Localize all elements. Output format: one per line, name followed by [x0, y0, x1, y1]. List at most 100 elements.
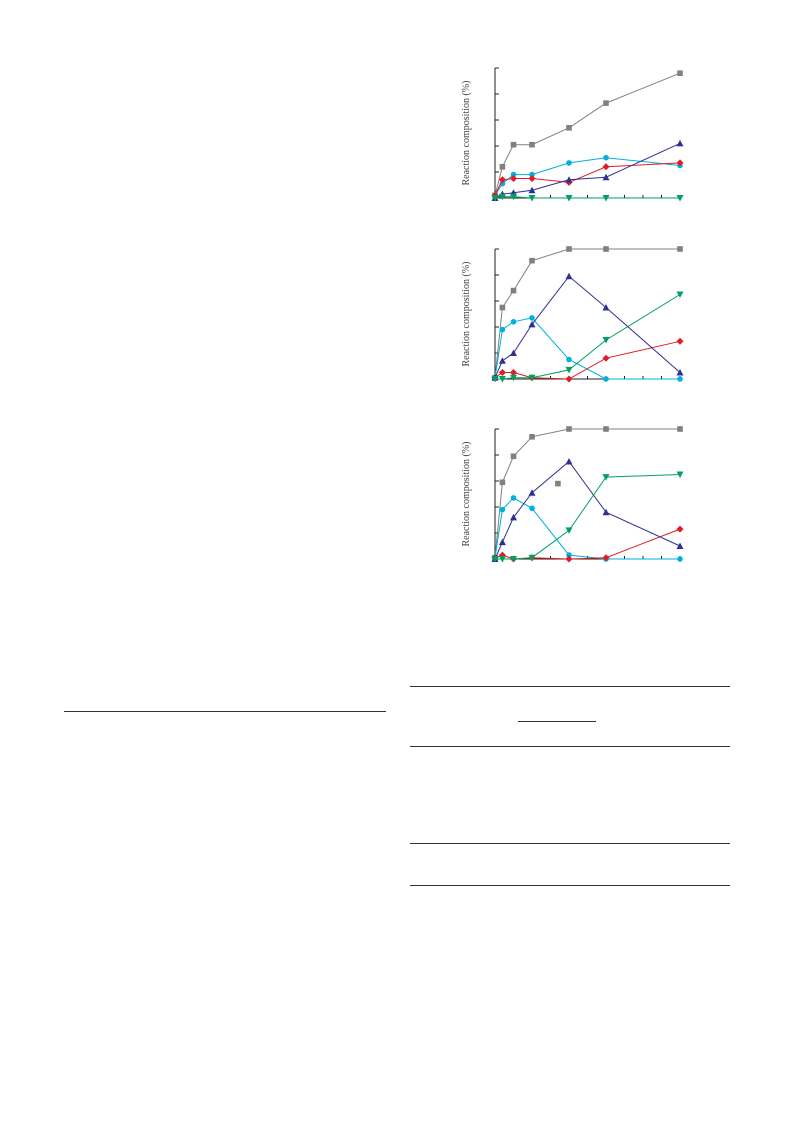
- series-5-point: [602, 195, 610, 202]
- series-5-point: [528, 195, 536, 202]
- series-2-point: [529, 315, 535, 321]
- table-header-rule: [410, 746, 730, 747]
- table-header-subrule: [518, 721, 596, 722]
- series-5-point: [676, 291, 684, 298]
- series-1-point: [499, 479, 506, 486]
- series-2-point: [566, 552, 572, 558]
- series-4-point: [676, 139, 684, 147]
- y-axis-label: Reaction composition (%): [461, 81, 472, 186]
- series-3-point: [498, 176, 506, 184]
- series-2-line: [494, 157, 681, 196]
- series-1-point: [499, 304, 506, 311]
- series-4-point: [676, 542, 684, 549]
- series-5-point: [491, 556, 499, 563]
- series-5-point: [498, 193, 506, 201]
- series-1-point: [499, 164, 506, 170]
- series-4-point: [565, 458, 573, 465]
- series-4-point: [528, 489, 536, 496]
- series-5-point: [498, 376, 506, 383]
- series-1-point: [566, 426, 572, 432]
- chart-panel-c: Reaction composition (%): [455, 421, 695, 596]
- series-2-point: [677, 376, 683, 382]
- series-4-point: [565, 176, 573, 183]
- series-4-point: [565, 272, 573, 280]
- y-axis-label: Reaction composition (%): [461, 262, 472, 367]
- left-table-rule: [64, 711, 386, 712]
- series-3-point: [602, 163, 610, 171]
- series-4-line: [494, 460, 681, 560]
- series-2-point: [510, 171, 517, 178]
- series-1-point: [510, 141, 517, 148]
- series-4-point: [498, 357, 506, 364]
- stray-point: [555, 480, 561, 487]
- series-1-point: [603, 100, 609, 106]
- series-1-point: [566, 125, 572, 131]
- series-5-point: [602, 337, 610, 344]
- series-5-point: [528, 374, 536, 382]
- series-3-line: [494, 162, 681, 196]
- series-2-point: [603, 154, 609, 161]
- series-5-point: [491, 195, 499, 202]
- table-section-rule: [410, 843, 730, 844]
- series-4-point: [510, 513, 517, 521]
- series-1-line: [494, 248, 680, 378]
- series-2-point: [510, 495, 517, 501]
- series-1-point: [529, 434, 535, 440]
- series-5-point: [528, 554, 536, 562]
- series-3-point: [565, 375, 573, 383]
- series-1-line: [494, 72, 681, 196]
- series-1-point: [510, 453, 517, 460]
- series-1-point: [677, 70, 683, 76]
- series-1-point: [566, 246, 572, 252]
- series-4-line: [494, 275, 681, 378]
- series-4-point: [510, 349, 517, 356]
- series-5-point: [602, 474, 610, 481]
- series-5-point: [510, 556, 517, 563]
- series-5-point: [676, 471, 684, 478]
- series-3-point: [676, 525, 684, 533]
- series-4-point: [676, 369, 684, 376]
- series-3-point: [510, 369, 517, 376]
- series-4-point: [602, 173, 610, 181]
- series-3-point: [676, 159, 684, 167]
- series-1-point: [677, 246, 683, 252]
- series-5-point: [510, 193, 517, 201]
- series-2-point: [529, 171, 535, 178]
- table-top-rule: [410, 686, 730, 687]
- series-1-point: [529, 141, 535, 148]
- series-4-point: [528, 186, 536, 194]
- series-4-point: [528, 320, 536, 328]
- series-2-point: [499, 326, 506, 333]
- series-2-point: [603, 376, 609, 382]
- series-3-point: [510, 175, 517, 182]
- chart-panel-a: Reaction composition (%): [455, 60, 695, 235]
- series-5-point: [491, 376, 499, 383]
- series-1-point: [603, 426, 609, 432]
- chart-svg-b: Reaction composition (%): [461, 246, 684, 383]
- chart-panel-b: Reaction composition (%): [455, 241, 695, 416]
- series-5-line: [495, 294, 681, 380]
- series-2-point: [677, 556, 683, 562]
- series-3-point: [676, 337, 684, 345]
- chart-svg-c: Reaction composition (%): [461, 426, 684, 563]
- series-1-point: [677, 426, 683, 432]
- series-2-point: [499, 506, 506, 513]
- series-5-point: [565, 195, 573, 202]
- series-5-point: [510, 374, 517, 382]
- series-5-point: [565, 527, 573, 534]
- series-3-point: [498, 369, 506, 376]
- series-5-point: [498, 556, 506, 563]
- series-4-point: [498, 538, 506, 546]
- series-2-point: [510, 319, 517, 325]
- series-3-point: [602, 354, 610, 362]
- series-3-point: [528, 175, 536, 182]
- series-2-point: [566, 160, 572, 166]
- series-1-point: [510, 287, 517, 294]
- series-3-point: [602, 554, 610, 562]
- series-2-point: [529, 505, 535, 512]
- series-5-point: [676, 195, 684, 202]
- series-2-line: [494, 497, 680, 560]
- table-bottom-rule: [410, 885, 730, 886]
- series-1-point: [603, 246, 609, 252]
- series-2-point: [566, 356, 572, 363]
